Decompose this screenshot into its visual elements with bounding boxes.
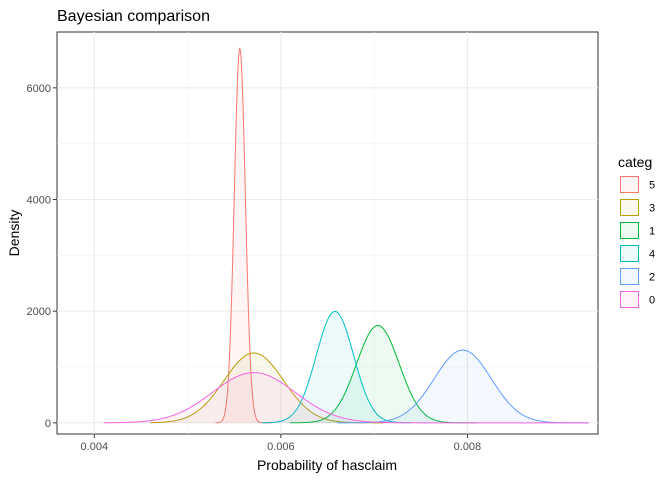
legend-label-3: 3 (649, 203, 655, 215)
y-axis: 0 2000 4000 6000 (27, 83, 57, 430)
density-line-1 (290, 325, 477, 424)
x-axis-label: Probability of hasclaim (257, 457, 397, 473)
y-tick-label: 2000 (27, 306, 51, 318)
y-tick-label: 0 (45, 418, 51, 430)
series-layer (103, 47, 589, 424)
y-tick-label: 4000 (27, 195, 51, 207)
legend-key-bg (620, 199, 639, 216)
legend-key-5 (620, 176, 639, 193)
density-line-3 (150, 352, 384, 424)
legend-label-1: 1 (649, 226, 655, 238)
density-area-1 (290, 325, 477, 423)
density-area-5 (215, 48, 272, 423)
legend-label-0: 0 (649, 295, 655, 307)
legend-key-bg (620, 268, 639, 285)
x-tick-label: 0.004 (81, 441, 109, 453)
y-tick-label: 6000 (27, 83, 51, 95)
chart-title: Bayesian comparison (57, 8, 210, 25)
legend-key-bg (620, 176, 639, 193)
x-tick-label: 0.006 (267, 441, 295, 453)
legend-key-bg (620, 291, 639, 308)
x-axis: 0.004 0.006 0.008 (81, 434, 482, 453)
legend-key-4 (620, 245, 639, 262)
legend-label-5: 5 (649, 180, 655, 192)
density-line-0 (103, 372, 589, 424)
legend-key-3 (620, 199, 639, 216)
density-area-3 (150, 353, 384, 423)
legend-label-2: 2 (649, 272, 655, 284)
legend: categ 5 3 1 4 2 0 (618, 154, 655, 308)
legend-key-bg (620, 245, 639, 262)
legend-key-1 (620, 222, 639, 239)
density-area-0 (103, 372, 589, 423)
legend-title: categ (618, 154, 652, 170)
legend-label-4: 4 (649, 249, 655, 261)
density-area-2 (336, 350, 589, 423)
legend-key-0 (620, 291, 639, 308)
density-area-4 (262, 311, 412, 423)
x-tick-label: 0.008 (454, 441, 482, 453)
legend-key-bg (620, 222, 639, 239)
legend-key-2 (620, 268, 639, 285)
y-axis-label: Density (6, 210, 22, 257)
